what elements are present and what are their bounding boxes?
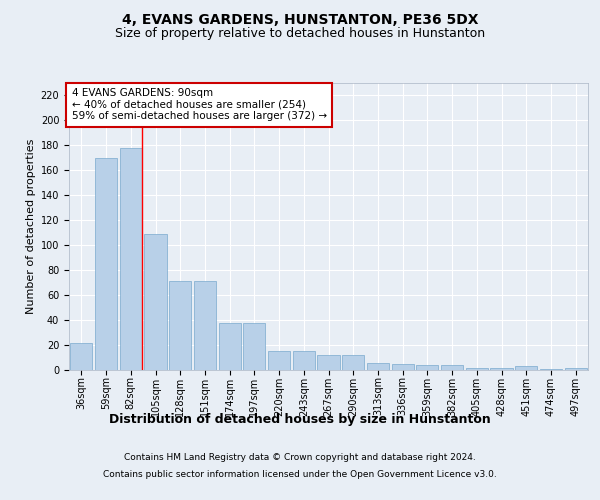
Text: Size of property relative to detached houses in Hunstanton: Size of property relative to detached ho… [115, 28, 485, 40]
Bar [540, 369, 562, 370]
Bar [317, 355, 340, 370]
Bar [169, 281, 191, 370]
Bar [194, 281, 216, 370]
Bar [515, 366, 538, 370]
Y-axis label: Number of detached properties: Number of detached properties [26, 138, 37, 314]
Bar [466, 368, 488, 370]
Bar [416, 365, 439, 370]
Text: Distribution of detached houses by size in Hunstanton: Distribution of detached houses by size … [109, 412, 491, 426]
Text: Contains HM Land Registry data © Crown copyright and database right 2024.: Contains HM Land Registry data © Crown c… [124, 452, 476, 462]
Bar [243, 322, 265, 370]
Bar [490, 368, 512, 370]
Bar [342, 355, 364, 370]
Bar [119, 148, 142, 370]
Bar [392, 364, 414, 370]
Text: 4, EVANS GARDENS, HUNSTANTON, PE36 5DX: 4, EVANS GARDENS, HUNSTANTON, PE36 5DX [122, 12, 478, 26]
Bar [367, 362, 389, 370]
Bar [70, 342, 92, 370]
Bar [565, 368, 587, 370]
Text: Contains public sector information licensed under the Open Government Licence v3: Contains public sector information licen… [103, 470, 497, 479]
Bar [268, 351, 290, 370]
Bar [441, 365, 463, 370]
Bar [145, 234, 167, 370]
Bar [95, 158, 117, 370]
Bar [293, 351, 315, 370]
Bar [218, 322, 241, 370]
Text: 4 EVANS GARDENS: 90sqm
← 40% of detached houses are smaller (254)
59% of semi-de: 4 EVANS GARDENS: 90sqm ← 40% of detached… [71, 88, 327, 122]
